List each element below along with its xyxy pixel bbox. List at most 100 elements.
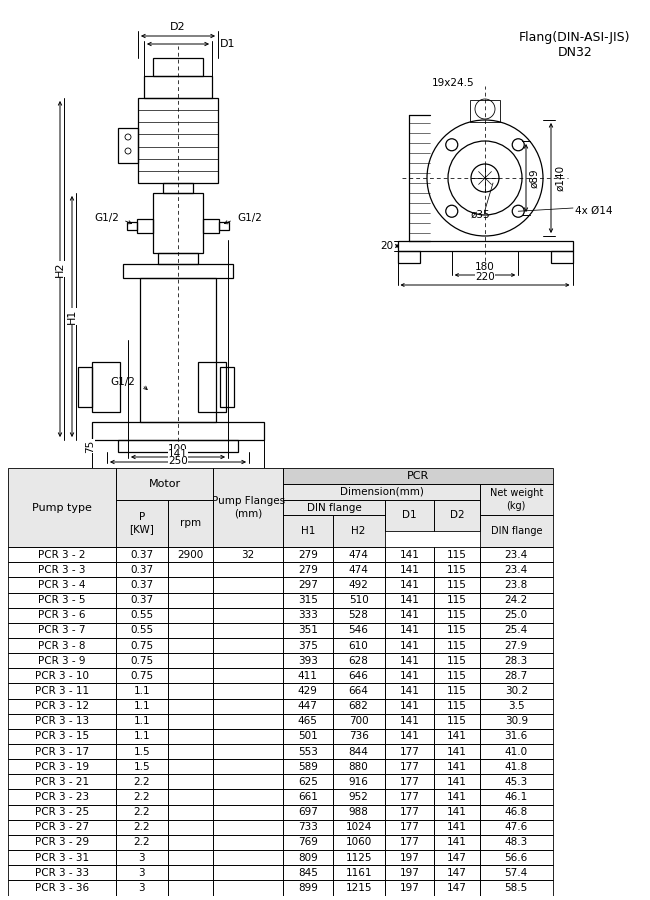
Bar bbox=[385, 653, 434, 669]
Text: 48.3: 48.3 bbox=[504, 838, 528, 848]
Bar bbox=[283, 698, 333, 714]
Bar bbox=[213, 698, 283, 714]
Bar bbox=[8, 653, 116, 669]
Bar bbox=[283, 468, 552, 484]
Text: 682: 682 bbox=[348, 701, 369, 711]
Text: PCR 3 - 13: PCR 3 - 13 bbox=[34, 716, 89, 726]
Bar bbox=[333, 714, 385, 729]
Text: PCR 3 - 36: PCR 3 - 36 bbox=[34, 883, 89, 893]
Text: 45.3: 45.3 bbox=[504, 777, 528, 787]
Bar bbox=[480, 516, 552, 547]
Text: 429: 429 bbox=[298, 686, 318, 696]
Bar bbox=[434, 500, 480, 531]
Bar bbox=[8, 623, 116, 638]
Text: 0.37: 0.37 bbox=[130, 595, 153, 605]
Bar bbox=[8, 760, 116, 774]
Bar bbox=[138, 98, 218, 183]
Bar bbox=[434, 669, 480, 683]
Text: 197: 197 bbox=[400, 852, 419, 862]
Text: Dimension(mm): Dimension(mm) bbox=[339, 487, 423, 497]
Bar bbox=[8, 865, 116, 880]
Text: 465: 465 bbox=[298, 716, 318, 726]
Bar bbox=[385, 500, 434, 531]
Bar bbox=[168, 562, 213, 578]
Bar bbox=[480, 562, 552, 578]
Bar bbox=[333, 623, 385, 638]
Bar bbox=[385, 850, 434, 865]
Bar bbox=[480, 547, 552, 562]
Text: PCR 3 - 27: PCR 3 - 27 bbox=[34, 823, 89, 832]
Bar bbox=[283, 729, 333, 744]
Bar bbox=[8, 468, 116, 547]
Bar bbox=[213, 865, 283, 880]
Bar bbox=[8, 835, 116, 850]
Bar bbox=[470, 100, 500, 122]
Text: PCR: PCR bbox=[407, 471, 429, 481]
Bar bbox=[213, 468, 283, 547]
Bar bbox=[480, 760, 552, 774]
Bar bbox=[168, 638, 213, 653]
Text: 180: 180 bbox=[475, 262, 495, 272]
Bar bbox=[283, 608, 333, 623]
Bar bbox=[385, 623, 434, 638]
Bar bbox=[153, 58, 203, 76]
Text: 0.55: 0.55 bbox=[130, 626, 153, 635]
Text: 4x Ø14: 4x Ø14 bbox=[575, 206, 612, 216]
Text: 141: 141 bbox=[400, 626, 419, 635]
Bar bbox=[219, 222, 229, 230]
Bar bbox=[116, 623, 168, 638]
Text: 141: 141 bbox=[447, 807, 467, 817]
Text: 546: 546 bbox=[348, 626, 369, 635]
Text: 664: 664 bbox=[348, 686, 369, 696]
Bar bbox=[385, 683, 434, 698]
Bar bbox=[434, 865, 480, 880]
Text: 1161: 1161 bbox=[345, 868, 372, 878]
Text: 141: 141 bbox=[400, 656, 419, 666]
Text: G1/2: G1/2 bbox=[110, 377, 135, 387]
Bar bbox=[283, 774, 333, 789]
Bar bbox=[283, 789, 333, 805]
Bar bbox=[480, 608, 552, 623]
Bar bbox=[213, 547, 283, 562]
Bar bbox=[333, 850, 385, 865]
Bar bbox=[8, 592, 116, 608]
Text: 177: 177 bbox=[400, 761, 419, 771]
Bar bbox=[213, 653, 283, 669]
Text: 700: 700 bbox=[349, 716, 369, 726]
Text: 115: 115 bbox=[447, 610, 467, 620]
Bar bbox=[480, 865, 552, 880]
Bar bbox=[398, 251, 419, 263]
Bar bbox=[385, 805, 434, 820]
Text: 115: 115 bbox=[447, 641, 467, 651]
Bar bbox=[434, 638, 480, 653]
Text: Flang(DIN-ASI-JIS): Flang(DIN-ASI-JIS) bbox=[519, 32, 630, 44]
Bar bbox=[385, 669, 434, 683]
Bar bbox=[333, 698, 385, 714]
Text: rpm: rpm bbox=[180, 518, 201, 528]
Bar bbox=[333, 880, 385, 896]
Bar bbox=[283, 760, 333, 774]
Bar bbox=[385, 865, 434, 880]
Bar bbox=[213, 760, 283, 774]
Bar bbox=[213, 683, 283, 698]
Text: 1.5: 1.5 bbox=[133, 747, 150, 757]
Text: 589: 589 bbox=[298, 761, 318, 771]
Bar bbox=[434, 729, 480, 744]
Text: 492: 492 bbox=[348, 580, 369, 590]
Text: PCR 3 - 4: PCR 3 - 4 bbox=[38, 580, 85, 590]
Text: PCR 3 - 25: PCR 3 - 25 bbox=[34, 807, 89, 817]
Text: 250: 250 bbox=[168, 456, 188, 466]
Bar bbox=[168, 608, 213, 623]
Bar bbox=[333, 835, 385, 850]
Bar bbox=[434, 698, 480, 714]
Bar bbox=[168, 880, 213, 896]
Bar bbox=[8, 805, 116, 820]
Text: DIN flange: DIN flange bbox=[491, 526, 542, 536]
Bar bbox=[213, 669, 283, 683]
Bar bbox=[480, 744, 552, 760]
Bar bbox=[434, 714, 480, 729]
Bar bbox=[8, 578, 116, 592]
Text: 141: 141 bbox=[400, 550, 419, 560]
Bar bbox=[385, 578, 434, 592]
Bar bbox=[116, 774, 168, 789]
